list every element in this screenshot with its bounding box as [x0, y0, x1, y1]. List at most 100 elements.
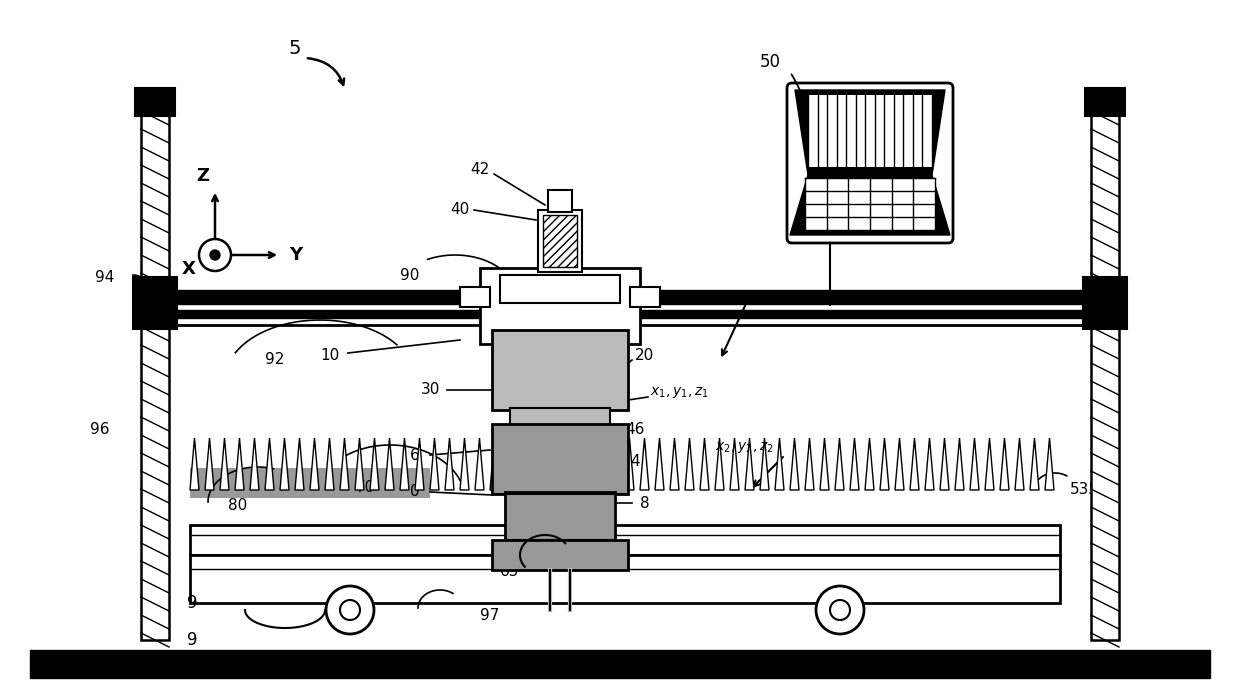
Polygon shape: [265, 438, 274, 490]
Circle shape: [210, 250, 219, 260]
Bar: [190, 525, 1060, 555]
Bar: [808, 95, 932, 167]
Polygon shape: [910, 438, 919, 490]
Text: Y: Y: [289, 246, 303, 264]
Polygon shape: [534, 438, 544, 490]
Bar: [30, 650, 1210, 678]
Polygon shape: [250, 438, 259, 490]
Polygon shape: [475, 438, 484, 490]
Text: 50: 50: [759, 53, 780, 71]
Text: 80: 80: [228, 497, 248, 512]
Polygon shape: [835, 438, 844, 490]
Polygon shape: [730, 438, 739, 490]
Polygon shape: [401, 438, 409, 490]
Circle shape: [326, 586, 374, 634]
Bar: [805, 178, 935, 230]
Polygon shape: [1016, 438, 1024, 490]
Text: 40: 40: [450, 202, 470, 217]
Polygon shape: [925, 438, 934, 490]
Text: 96: 96: [91, 423, 110, 438]
Polygon shape: [895, 438, 904, 490]
Bar: [141, 100, 169, 640]
Polygon shape: [790, 438, 799, 490]
Polygon shape: [430, 438, 439, 490]
Text: 97: 97: [480, 608, 500, 622]
Circle shape: [830, 600, 849, 620]
Polygon shape: [355, 438, 365, 490]
Polygon shape: [236, 438, 244, 490]
Text: 90: 90: [401, 268, 419, 283]
Bar: [1091, 100, 1118, 640]
Text: 535: 535: [1070, 482, 1099, 497]
Text: Z: Z: [197, 167, 210, 185]
Circle shape: [816, 586, 864, 634]
Polygon shape: [460, 438, 469, 490]
Polygon shape: [760, 438, 769, 490]
Bar: [505, 492, 615, 542]
Bar: [460, 287, 490, 307]
Bar: [155, 290, 1105, 304]
Polygon shape: [295, 438, 304, 490]
Polygon shape: [490, 438, 498, 490]
Circle shape: [340, 600, 360, 620]
Polygon shape: [955, 438, 963, 490]
Bar: [510, 408, 610, 426]
Polygon shape: [415, 438, 424, 490]
Polygon shape: [384, 438, 394, 490]
Text: 5: 5: [289, 38, 301, 58]
Polygon shape: [805, 438, 813, 490]
Polygon shape: [1045, 438, 1054, 490]
Polygon shape: [565, 438, 574, 490]
Bar: [480, 268, 640, 344]
Polygon shape: [625, 438, 634, 490]
Polygon shape: [775, 438, 784, 490]
Bar: [155, 310, 1105, 318]
Polygon shape: [280, 438, 289, 490]
Polygon shape: [580, 438, 589, 490]
Bar: [190, 555, 1060, 603]
Text: 65: 65: [500, 565, 520, 580]
Bar: [500, 275, 620, 303]
Text: X: X: [182, 260, 196, 278]
Polygon shape: [340, 438, 348, 490]
Polygon shape: [985, 438, 994, 490]
Polygon shape: [610, 438, 619, 490]
Bar: [135, 88, 175, 116]
Text: 20: 20: [635, 348, 655, 362]
Polygon shape: [655, 438, 663, 490]
Text: 10: 10: [320, 348, 340, 362]
Polygon shape: [715, 438, 724, 490]
Polygon shape: [520, 438, 529, 490]
Text: 70: 70: [356, 480, 374, 495]
Polygon shape: [745, 438, 754, 490]
Text: $x_2,y_2,z_2$: $x_2,y_2,z_2$: [715, 440, 774, 455]
Bar: [630, 287, 660, 307]
Text: 9: 9: [187, 594, 197, 612]
Text: 94: 94: [95, 270, 114, 285]
Polygon shape: [795, 90, 945, 175]
Bar: [538, 210, 582, 272]
Text: 46: 46: [625, 423, 645, 438]
Bar: [492, 330, 627, 410]
Polygon shape: [505, 438, 515, 490]
Polygon shape: [551, 438, 559, 490]
Polygon shape: [445, 438, 454, 490]
Polygon shape: [219, 438, 229, 490]
Polygon shape: [205, 438, 215, 490]
Bar: [1083, 277, 1127, 329]
Bar: [543, 215, 577, 267]
Bar: [190, 468, 430, 490]
Bar: [1085, 88, 1125, 116]
Polygon shape: [880, 438, 889, 490]
Text: 0: 0: [410, 484, 420, 499]
Polygon shape: [670, 438, 680, 490]
Text: $x_1,y_1,z_1$: $x_1,y_1,z_1$: [650, 385, 709, 400]
Text: 30: 30: [420, 383, 440, 397]
Polygon shape: [701, 438, 709, 490]
Circle shape: [198, 239, 231, 271]
Bar: [492, 424, 627, 494]
Text: 42: 42: [470, 163, 490, 178]
Polygon shape: [310, 438, 319, 490]
Polygon shape: [595, 438, 604, 490]
Polygon shape: [684, 438, 694, 490]
